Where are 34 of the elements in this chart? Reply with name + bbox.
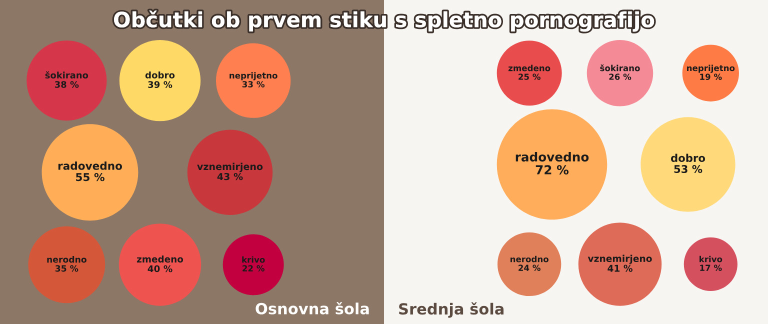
text: Osnovna šola	[256, 302, 369, 314]
data-label: 24 %	[518, 264, 540, 271]
category-label: šokirano	[45, 71, 88, 79]
category-label: zmedeno	[508, 64, 550, 72]
category-label: nerodno	[510, 256, 548, 262]
data-label: 55 %	[76, 172, 104, 182]
data-label: 35 %	[55, 265, 78, 272]
data-label: 33 %	[242, 81, 265, 88]
text: Srednja šola	[399, 302, 504, 318]
data-label: 43 %	[217, 172, 243, 180]
category-label: krivo	[700, 256, 722, 262]
category-label: dobro	[145, 71, 175, 78]
data-label: 53 %	[674, 165, 702, 174]
data-label: 22 %	[242, 265, 264, 272]
data-label: 38 %	[54, 81, 79, 88]
category-label: neprijetno	[687, 64, 735, 73]
category-label: šokirano	[600, 64, 640, 72]
data-label: 26 %	[609, 74, 632, 80]
category-label: radovedno	[516, 152, 589, 162]
category-label: dobro	[670, 154, 706, 162]
data-label: 41 %	[608, 264, 632, 272]
data-label: 19 %	[700, 74, 722, 80]
data-label: 25 %	[518, 74, 540, 80]
category-label: krivo	[242, 256, 265, 263]
category-label: nerodno	[47, 256, 86, 263]
data-label: 40 %	[148, 265, 172, 272]
category-label: vznemirjeno	[588, 254, 652, 264]
data-label: 17 %	[700, 264, 722, 271]
category-label: vznemirjeno	[197, 162, 263, 172]
category-label: zmedeno	[136, 255, 184, 263]
data-label: 72 %	[536, 165, 569, 174]
data-label: 39 %	[148, 81, 172, 88]
category-label: neprijetno	[230, 72, 278, 80]
category-label: radovedno	[58, 162, 122, 170]
